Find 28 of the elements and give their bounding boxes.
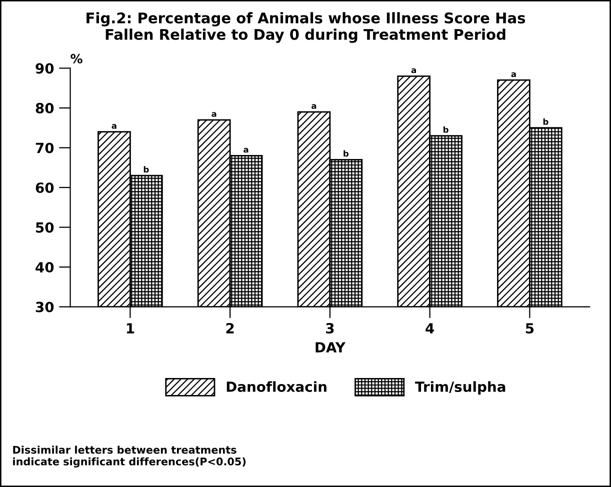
x-tick-label: 5 bbox=[526, 323, 534, 334]
annotation: a bbox=[511, 72, 516, 78]
y-tick-label: 30 bbox=[36, 302, 54, 312]
y-tick-label: 70 bbox=[36, 142, 54, 154]
y-tick-label: 50 bbox=[36, 222, 54, 233]
annotation: b bbox=[144, 166, 149, 173]
y-axis-title: % bbox=[70, 54, 82, 64]
x-tick-label: 4 bbox=[426, 323, 434, 334]
legend-label: Trim/sulpha bbox=[415, 381, 506, 395]
annotation: a bbox=[244, 148, 248, 153]
x-tick-label: 3 bbox=[326, 323, 334, 334]
y-tick-label: 60 bbox=[36, 182, 54, 193]
y-tick-label: 80 bbox=[36, 102, 54, 114]
x-axis-title: DAY bbox=[316, 342, 346, 352]
annotation: a bbox=[411, 68, 416, 74]
chart-title: Fig.2: Percentage of Animals whose Illness Score Has Fallen Relative to Day 0 during Treatment Period bbox=[86, 12, 526, 43]
y-tick-label: 90 bbox=[36, 63, 54, 74]
x-tick-label: 1 bbox=[126, 323, 134, 334]
annotation: b bbox=[444, 126, 448, 133]
y-tick-label: 40 bbox=[36, 262, 54, 273]
annotation: a bbox=[312, 104, 316, 109]
x-tick-label: 2 bbox=[226, 323, 234, 334]
annotation: b bbox=[344, 150, 349, 157]
annotation: a bbox=[112, 124, 116, 129]
annotation: a bbox=[212, 112, 216, 117]
legend-label: Danofloxacin bbox=[226, 381, 326, 392]
annotation: b bbox=[543, 118, 548, 125]
text: Dissimilar letters between treatments indicate significant differences(P<0.05) bbox=[13, 446, 246, 468]
